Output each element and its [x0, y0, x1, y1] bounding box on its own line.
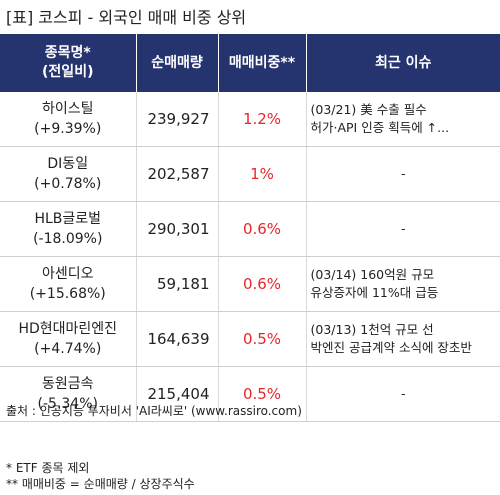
net-volume: 239,927	[136, 92, 219, 147]
table-row: 아센디오 (+15.68%) 59,181 0.6% (03/14) 160억원 …	[0, 256, 500, 312]
issue-line2: 박엔진 공급계약 소식에 장초반	[310, 340, 472, 355]
foreign-trading-table: 종목명* (전일비) 순매매량 매매비중** 최근 이슈 하이스틸 (+9.39%…	[0, 34, 500, 422]
stock-change: (-18.09%)	[33, 231, 103, 247]
trade-ratio: 0.6%	[218, 256, 307, 312]
header-volume: 순매매량	[136, 34, 219, 92]
table-header-row: 종목명* (전일비) 순매매량 매매비중** 최근 이슈	[0, 34, 500, 92]
net-volume: 202,587	[136, 146, 219, 202]
table-row: HD현대마린엔진 (+4.74%) 164,639 0.5% (03/13) 1천…	[0, 311, 500, 367]
table-row: HLB글로벌 (-18.09%) 290,301 0.6% -	[0, 201, 500, 257]
recent-issue: -	[306, 366, 500, 422]
stock-name-cell: 아센디오 (+15.68%)	[0, 256, 137, 312]
issue-line1: (03/21) 美 수출 필수	[310, 102, 427, 117]
stock-change: (+15.68%)	[29, 286, 106, 302]
stock-name: 하이스틸	[41, 101, 94, 117]
stock-change: (+4.74%)	[34, 341, 102, 357]
issue-line1: (03/14) 160억원 규모	[310, 267, 435, 282]
net-volume: 59,181	[136, 256, 219, 312]
page-title: [표] 코스피 - 외국인 매매 비중 상위	[6, 8, 247, 27]
stock-name-cell: 하이스틸 (+9.39%)	[0, 92, 137, 147]
stock-name: 동원금속	[41, 376, 94, 392]
recent-issue: -	[306, 146, 500, 202]
trade-ratio: 1.2%	[218, 92, 307, 147]
table-row: 하이스틸 (+9.39%) 239,927 1.2% (03/21) 美 수출 필…	[0, 92, 500, 147]
header-issue: 최근 이슈	[306, 34, 500, 92]
trade-ratio: 0.5%	[218, 311, 307, 367]
recent-issue: -	[306, 201, 500, 257]
stock-name: HLB글로벌	[34, 211, 102, 227]
stock-name-cell: HLB글로벌 (-18.09%)	[0, 201, 137, 257]
table-row: DI동일 (+0.78%) 202,587 1% -	[0, 146, 500, 202]
trade-ratio: 0.6%	[218, 201, 307, 257]
stock-name: DI동일	[47, 156, 89, 172]
stock-name-cell: 동원금속 (-5.34%)	[0, 366, 137, 422]
trade-ratio: 0.5%	[218, 366, 307, 422]
stock-name: 아센디오	[41, 266, 94, 282]
issue-line2: 허가·API 인증 획득에 ↑...	[310, 120, 450, 135]
issue-line1: (03/13) 1천억 규모 선	[310, 322, 434, 337]
net-volume: 164,639	[136, 311, 219, 367]
stock-name-cell: HD현대마린엔진 (+4.74%)	[0, 311, 137, 367]
stock-change: (-5.34%)	[37, 396, 98, 412]
footnote-etf: * ETF 종목 제외	[6, 461, 90, 475]
trade-ratio: 1%	[218, 146, 307, 202]
header-name-line2: (전일비)	[42, 64, 94, 80]
header-name: 종목명* (전일비)	[0, 34, 137, 92]
net-volume: 290,301	[136, 201, 219, 257]
header-name-line1: 종목명*	[44, 45, 91, 61]
stock-change: (+0.78%)	[34, 176, 102, 192]
header-ratio: 매매비중**	[218, 34, 307, 92]
net-volume: 215,404	[136, 366, 219, 422]
table-row: 동원금속 (-5.34%) 215,404 0.5% -	[0, 366, 500, 422]
footnote-ratio: ** 매매비중 = 순매매량 / 상장주식수	[6, 477, 195, 491]
stock-name-cell: DI동일 (+0.78%)	[0, 146, 137, 202]
source-note: 출처 : 인공지능 투자비서 'AI라씨로' (www.rassiro.com)	[6, 404, 302, 418]
stock-name: HD현대마린엔진	[18, 321, 118, 337]
issue-line2: 유상증자에 11%대 급등	[310, 285, 439, 300]
stock-change: (+9.39%)	[34, 121, 102, 137]
